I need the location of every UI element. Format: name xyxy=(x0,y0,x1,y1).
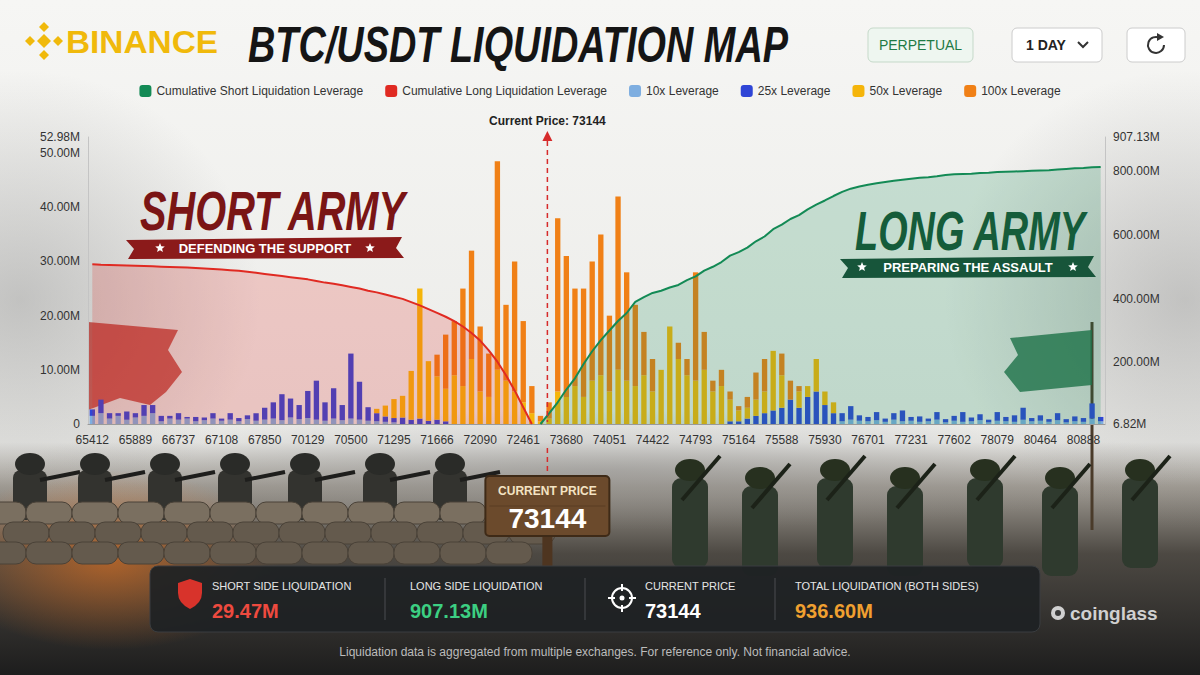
svg-text:6.82M: 6.82M xyxy=(1113,417,1146,431)
svg-text:400.00M: 400.00M xyxy=(1113,292,1160,306)
svg-text:80464: 80464 xyxy=(1024,433,1058,447)
svg-text:80888: 80888 xyxy=(1067,433,1101,447)
svg-text:20.00M: 20.00M xyxy=(40,309,80,323)
svg-text:76701: 76701 xyxy=(851,433,885,447)
svg-text:72090: 72090 xyxy=(463,433,497,447)
svg-text:74793: 74793 xyxy=(679,433,713,447)
svg-text:Cumulative Short Liquidation L: Cumulative Short Liquidation Leverage xyxy=(156,84,363,98)
svg-text:BTC/USDT LIQUIDATION MAP: BTC/USDT LIQUIDATION MAP xyxy=(248,17,788,73)
svg-text:73144: 73144 xyxy=(645,600,701,622)
svg-text:75930: 75930 xyxy=(808,433,842,447)
svg-text:SHORT ARMY: SHORT ARMY xyxy=(140,179,408,242)
svg-text:PERPETUAL: PERPETUAL xyxy=(879,37,962,53)
svg-text:907.13M: 907.13M xyxy=(1113,130,1160,144)
svg-text:907.13M: 907.13M xyxy=(410,600,488,622)
svg-text:29.47M: 29.47M xyxy=(212,600,279,622)
svg-text:LONG ARMY: LONG ARMY xyxy=(855,199,1088,262)
svg-text:Cumulative Long Liquidation Le: Cumulative Long Liquidation Leverage xyxy=(402,84,607,98)
svg-text:LONG SIDE LIQUIDATION: LONG SIDE LIQUIDATION xyxy=(410,580,542,592)
svg-text:70129: 70129 xyxy=(291,433,325,447)
svg-text:77602: 77602 xyxy=(937,433,971,447)
svg-text:100x Leverage: 100x Leverage xyxy=(981,84,1061,98)
svg-text:73144: 73144 xyxy=(508,503,586,534)
svg-text:67850: 67850 xyxy=(248,433,282,447)
svg-text:65889: 65889 xyxy=(119,433,153,447)
svg-text:Liquidation data is aggregated: Liquidation data is aggregated from mult… xyxy=(339,645,850,659)
svg-text:SHORT SIDE LIQUIDATION: SHORT SIDE LIQUIDATION xyxy=(212,580,351,592)
svg-text:66737: 66737 xyxy=(162,433,196,447)
svg-text:200.00M: 200.00M xyxy=(1113,355,1160,369)
svg-text:40.00M: 40.00M xyxy=(40,200,80,214)
svg-text:52.98M: 52.98M xyxy=(40,130,80,144)
svg-text:coinglass: coinglass xyxy=(1070,603,1158,624)
svg-text:50.00M: 50.00M xyxy=(40,146,80,160)
svg-text:600.00M: 600.00M xyxy=(1113,228,1160,242)
svg-text:71666: 71666 xyxy=(420,433,454,447)
svg-text:77231: 77231 xyxy=(894,433,928,447)
svg-text:CURRENT PRICE: CURRENT PRICE xyxy=(498,484,597,498)
svg-text:50x Leverage: 50x Leverage xyxy=(869,84,942,98)
svg-text:25x Leverage: 25x Leverage xyxy=(758,84,831,98)
svg-text:65412: 65412 xyxy=(76,433,110,447)
svg-text:PREPARING THE ASSAULT: PREPARING THE ASSAULT xyxy=(883,260,1053,275)
svg-text:BINANCE: BINANCE xyxy=(66,24,218,60)
svg-text:67108: 67108 xyxy=(205,433,239,447)
svg-text:75164: 75164 xyxy=(722,433,756,447)
svg-text:75588: 75588 xyxy=(765,433,799,447)
svg-text:78079: 78079 xyxy=(981,433,1015,447)
svg-text:73680: 73680 xyxy=(550,433,584,447)
svg-text:DEFENDING THE SUPPORT: DEFENDING THE SUPPORT xyxy=(179,241,352,256)
svg-text:936.60M: 936.60M xyxy=(795,600,873,622)
svg-text:71295: 71295 xyxy=(377,433,411,447)
svg-text:74422: 74422 xyxy=(636,433,670,447)
svg-text:1 DAY: 1 DAY xyxy=(1026,37,1067,53)
svg-text:74051: 74051 xyxy=(593,433,627,447)
svg-text:Current Price: 73144: Current Price: 73144 xyxy=(489,114,606,128)
svg-text:10.00M: 10.00M xyxy=(40,363,80,377)
svg-text:800.00M: 800.00M xyxy=(1113,164,1160,178)
svg-text:TOTAL LIQUIDATION (BOTH SIDES): TOTAL LIQUIDATION (BOTH SIDES) xyxy=(795,580,979,592)
svg-text:30.00M: 30.00M xyxy=(40,254,80,268)
svg-text:CURRENT PRICE: CURRENT PRICE xyxy=(645,580,735,592)
svg-text:70500: 70500 xyxy=(334,433,368,447)
svg-text:72461: 72461 xyxy=(507,433,541,447)
svg-text:10x Leverage: 10x Leverage xyxy=(646,84,719,98)
svg-text:0: 0 xyxy=(73,417,80,431)
